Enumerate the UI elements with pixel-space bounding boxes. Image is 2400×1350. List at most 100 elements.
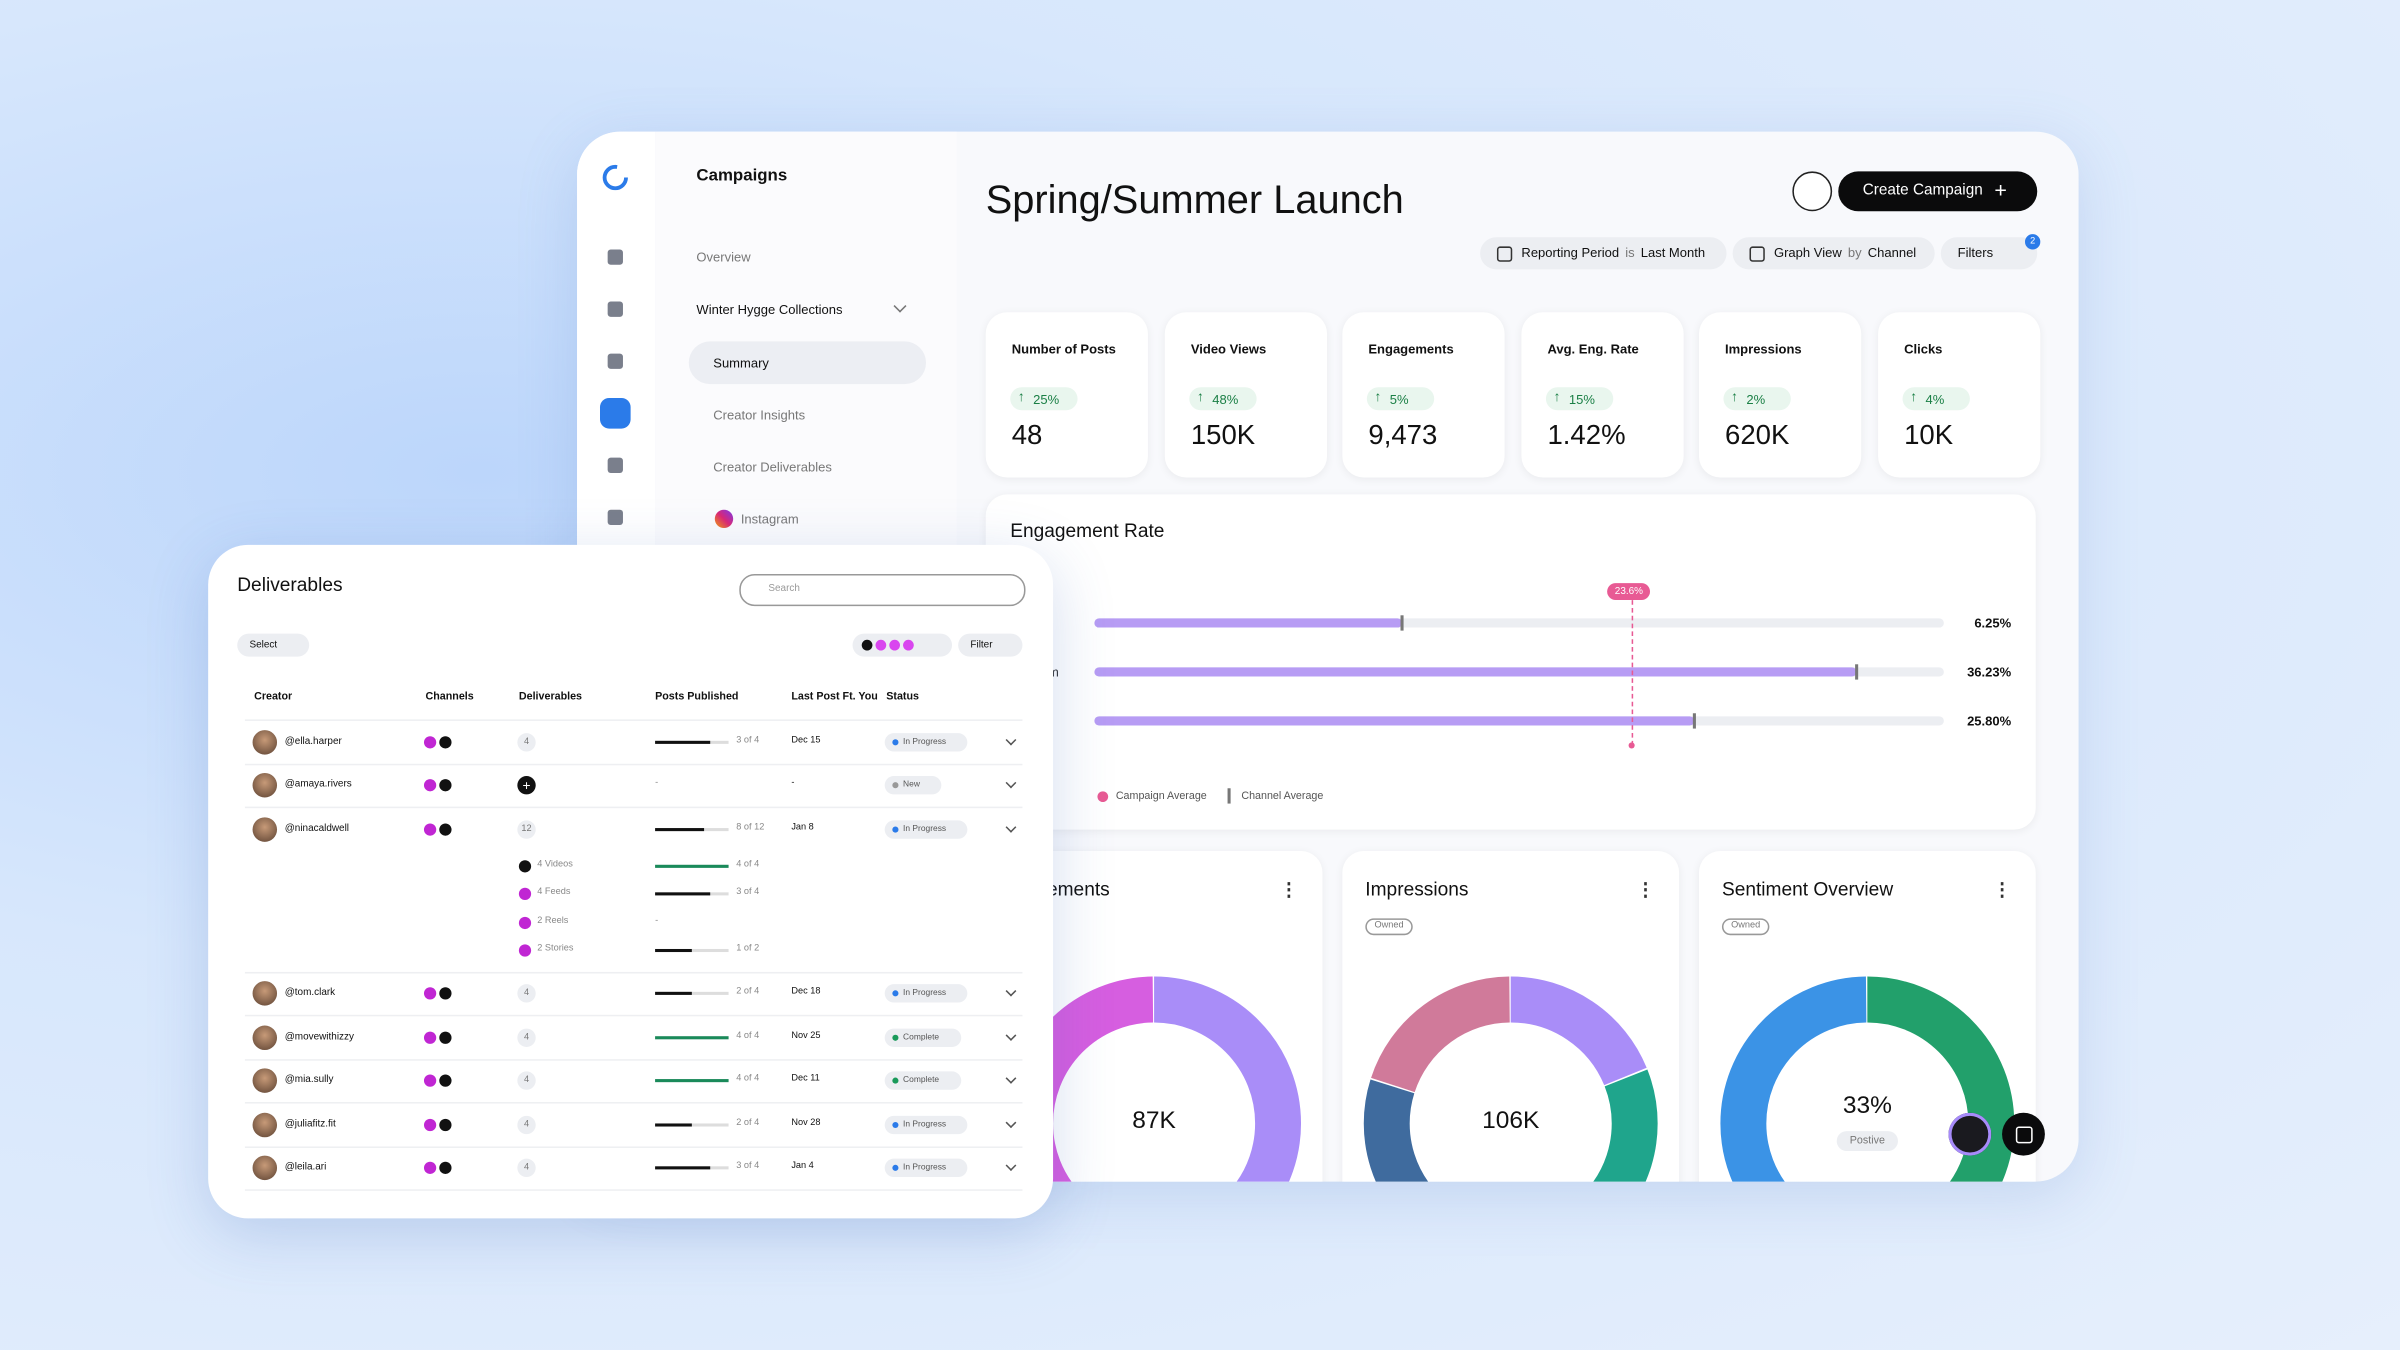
avatar: [252, 1112, 278, 1138]
column-header: Deliverables: [518, 691, 583, 703]
progress-fill: [655, 740, 711, 744]
filters-chip[interactable]: [1940, 237, 2038, 270]
status-pill[interactable]: New: [884, 776, 942, 795]
chat-icon: [2015, 1126, 2033, 1144]
chip-joiner: by: [1847, 244, 1862, 261]
donut-center: 87K: [1132, 1108, 1176, 1135]
nav-icon[interactable]: [607, 457, 623, 473]
row-chevron[interactable]: [1005, 734, 1017, 746]
avatar: [252, 981, 278, 1006]
status-pill[interactable]: In Progress: [884, 1158, 968, 1178]
progress-track: [655, 1123, 729, 1127]
nav-icon[interactable]: [607, 249, 623, 265]
sub-label: 2 Reels: [537, 916, 569, 927]
column-header: Posts Published: [655, 691, 739, 703]
change-arrow: ↑: [1196, 388, 1204, 405]
nav-icon[interactable]: [607, 353, 623, 369]
status-dot: [892, 826, 899, 833]
sidebar-item[interactable]: Winter Hygge Collections: [696, 301, 843, 317]
row-chevron[interactable]: [1005, 1160, 1017, 1171]
filter-label: Filter: [970, 639, 993, 651]
metric-label: Engagements: [1368, 341, 1454, 357]
channel-dot: [889, 639, 901, 651]
sidebar-item[interactable]: Creator Deliverables: [713, 459, 832, 475]
chip-value: Channel: [1867, 244, 1917, 261]
row-value: 36.23%: [1967, 664, 2012, 680]
status-pill[interactable]: In Progress: [884, 733, 968, 752]
last-post: Jan 4: [791, 1161, 814, 1171]
metric-value: 48: [1011, 419, 1043, 451]
sub-label: 2 Stories: [537, 944, 574, 954]
status-pill[interactable]: In Progress: [884, 820, 968, 839]
row-chevron[interactable]: [1005, 1072, 1017, 1084]
channel-chip[interactable]: [852, 633, 953, 657]
sub-icon: [518, 944, 532, 957]
filter-chip[interactable]: [958, 633, 1023, 657]
donut-card: Impressions ⋮ Owned 106K: [1342, 851, 1680, 1182]
last-post: Nov 25: [791, 1031, 821, 1041]
last-post: -: [791, 779, 795, 789]
row-chevron[interactable]: [1005, 777, 1017, 789]
upload-button[interactable]: [1792, 171, 1833, 212]
posts: 4 of 4: [736, 860, 760, 870]
posts: 2 of 4: [736, 987, 760, 997]
kebab[interactable]: ⋮: [1279, 878, 1298, 901]
row-chevron[interactable]: [1005, 821, 1017, 833]
sidebar-item[interactable]: Overview: [696, 249, 751, 265]
status-dot: [892, 1034, 899, 1041]
create-button[interactable]: [1838, 171, 2038, 212]
progress-fill: [655, 991, 692, 995]
row-chevron[interactable]: [1005, 985, 1017, 997]
nav-icon[interactable]: [607, 509, 623, 526]
nav-icon[interactable]: [607, 301, 623, 317]
creator: @amaya.rivers: [284, 779, 352, 790]
column-header: Channels: [425, 691, 474, 703]
row-chevron[interactable]: [1005, 1117, 1017, 1129]
search-box[interactable]: [739, 573, 1026, 607]
metric-change: 2%: [1746, 391, 1766, 408]
posts: -: [655, 916, 659, 927]
avg-dot: [1628, 742, 1635, 749]
deliverable-count: 4: [517, 1071, 536, 1090]
row-chevron[interactable]: [1005, 1030, 1017, 1041]
change-pill: [1545, 387, 1614, 411]
status-pill[interactable]: Complete: [884, 1071, 961, 1090]
column-header: Creator: [254, 691, 293, 703]
sub-icon: [518, 887, 532, 901]
nav-active[interactable]: [600, 397, 631, 429]
status-pill[interactable]: Complete: [884, 1028, 961, 1047]
card-title: Impressions: [1365, 878, 1469, 901]
creator: @mia.sully: [284, 1074, 334, 1086]
posts: 1 of 2: [736, 944, 760, 954]
sidebar-item[interactable]: Summary: [713, 355, 769, 371]
metric-label: Avg. Eng. Rate: [1547, 341, 1639, 357]
kebab[interactable]: ⋮: [1992, 878, 2012, 901]
status-pill[interactable]: In Progress: [884, 984, 968, 1003]
select-chip[interactable]: [237, 633, 310, 657]
metric-card: Clicks ↑ 4% 10K: [1878, 312, 2041, 478]
creator: @tom.clark: [284, 987, 336, 998]
filter-chip[interactable]: [1480, 237, 1727, 270]
fab-camera[interactable]: [1948, 1112, 1992, 1156]
metric-card: Engagements ↑ 5% 9,473: [1342, 312, 1505, 478]
last-post: Nov 28: [791, 1118, 821, 1129]
row-divider: [244, 1146, 1023, 1148]
add-button[interactable]: +: [517, 776, 536, 795]
kebab[interactable]: ⋮: [1636, 878, 1655, 901]
chip-key: Reporting Period: [1521, 244, 1620, 261]
metric-change: 48%: [1212, 391, 1239, 408]
status-pill[interactable]: In Progress: [884, 1115, 968, 1135]
filter-chip[interactable]: [1732, 237, 1935, 270]
progress-fill: [655, 1166, 711, 1170]
metric-card: Video Views ↑ 48% 150K: [1164, 312, 1328, 478]
avatar: [252, 1068, 278, 1093]
sidebar-item[interactable]: Creator Insights: [713, 407, 806, 423]
posts: 8 of 12: [736, 823, 765, 833]
sidebar-item[interactable]: Instagram: [740, 511, 799, 527]
sub-icon: [518, 916, 532, 930]
channel-avg: [1400, 615, 1403, 631]
fab-chat[interactable]: [2002, 1112, 2045, 1156]
donut-center: 33%: [1842, 1092, 1892, 1119]
status-dot: [892, 1164, 899, 1171]
panel-title: Deliverables: [237, 573, 343, 596]
